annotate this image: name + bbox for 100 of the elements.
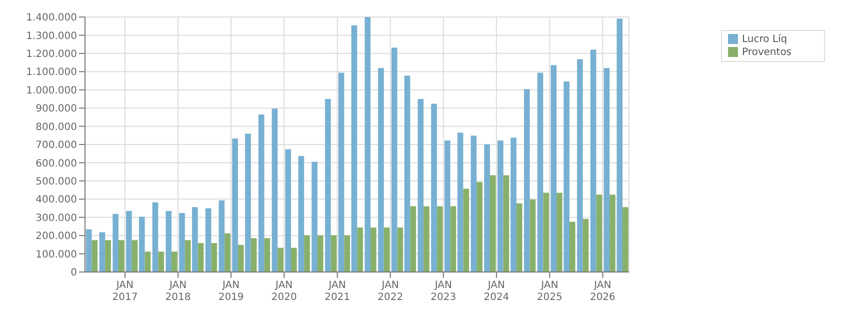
bar	[298, 156, 304, 272]
bar	[112, 214, 118, 272]
y-tick-label: 100.000	[36, 249, 77, 260]
y-tick-label: 600.000	[36, 158, 77, 170]
bar	[250, 238, 257, 272]
y-tick-label: 500.000	[36, 176, 77, 188]
bar	[344, 235, 350, 272]
bar	[285, 149, 292, 272]
bar	[524, 89, 530, 272]
bar	[391, 48, 398, 272]
bar	[569, 222, 576, 272]
bar	[577, 59, 583, 272]
bar	[550, 65, 557, 272]
x-tick-label: JAN 2025	[536, 280, 562, 303]
bar	[457, 132, 464, 272]
y-tick-label: 700.000	[36, 140, 77, 152]
bar	[325, 98, 331, 272]
bar	[490, 175, 496, 272]
bar	[564, 81, 570, 272]
bar	[370, 228, 376, 272]
bar	[351, 25, 358, 272]
bar	[476, 182, 482, 272]
x-tick-label: JAN 2023	[430, 280, 456, 303]
legend-label: Lucro Líq	[742, 34, 788, 45]
bar	[278, 248, 284, 272]
bar	[184, 240, 191, 272]
bar	[152, 202, 158, 272]
bar	[245, 134, 251, 272]
bar	[604, 68, 610, 272]
bar	[304, 235, 310, 272]
y-tick-label: 1.100.000	[26, 67, 77, 78]
bar	[172, 252, 178, 272]
bar	[470, 136, 477, 272]
bar	[264, 238, 270, 272]
x-tick-label: JAN 2024	[484, 280, 510, 303]
bar	[444, 140, 450, 272]
bar	[158, 252, 164, 272]
bar	[537, 72, 544, 272]
bar	[132, 240, 138, 272]
x-tick-label: JAN 2018	[165, 280, 191, 303]
bar	[144, 252, 151, 272]
bar	[330, 235, 337, 272]
x-tick-label: JAN 2020	[271, 280, 297, 303]
bar	[556, 192, 562, 272]
bar	[99, 232, 106, 272]
bar	[272, 108, 278, 272]
bar	[291, 248, 297, 272]
bar	[450, 206, 456, 272]
bar	[436, 206, 443, 272]
bar	[218, 200, 225, 272]
bar	[258, 114, 264, 272]
bar	[404, 76, 410, 272]
legend-label: Proventos	[742, 47, 792, 58]
bar	[622, 207, 628, 272]
y-tick-label: 400.000	[36, 194, 77, 206]
bar	[590, 50, 596, 272]
bar	[105, 240, 111, 272]
bar	[384, 228, 390, 272]
bar	[232, 138, 238, 272]
bar	[543, 192, 549, 272]
bar	[596, 194, 602, 272]
bar	[498, 140, 504, 272]
bar	[238, 244, 244, 272]
y-tick-label: 1.000.000	[26, 85, 77, 96]
bar	[179, 212, 185, 272]
bar	[582, 218, 589, 272]
y-tick-label: 900.000	[36, 104, 77, 115]
y-tick-label: 800.000	[36, 122, 77, 133]
x-tick-label: JAN 2017	[112, 280, 138, 303]
y-tick-label: 300.000	[36, 212, 77, 224]
bar	[92, 240, 98, 272]
bar	[463, 188, 470, 272]
bar	[410, 206, 416, 272]
x-tick-label: JAN 2026	[590, 280, 616, 303]
bar	[418, 98, 424, 272]
bar	[166, 210, 172, 272]
bar	[312, 162, 318, 272]
y-tick-label: 0	[70, 268, 77, 279]
bar	[205, 208, 212, 272]
bar	[503, 175, 510, 272]
x-tick-label: JAN 2022	[378, 280, 404, 303]
bar	[530, 200, 536, 272]
bar	[397, 228, 404, 272]
bar	[364, 17, 371, 272]
x-tick-label: JAN 2021	[324, 280, 350, 303]
bar	[126, 210, 132, 272]
bar	[510, 138, 516, 272]
y-tick-label: 1.200.000	[26, 48, 77, 60]
bar	[86, 229, 92, 272]
y-tick-label: 1.300.000	[26, 30, 77, 42]
bar	[616, 18, 623, 272]
bar	[138, 216, 145, 272]
bar	[431, 104, 437, 272]
bar	[357, 228, 363, 272]
bar	[317, 235, 324, 272]
y-tick-label: 1.400.000	[26, 12, 77, 24]
bar	[224, 233, 230, 272]
bar	[424, 206, 430, 272]
bar	[192, 207, 198, 272]
bar	[338, 72, 344, 272]
